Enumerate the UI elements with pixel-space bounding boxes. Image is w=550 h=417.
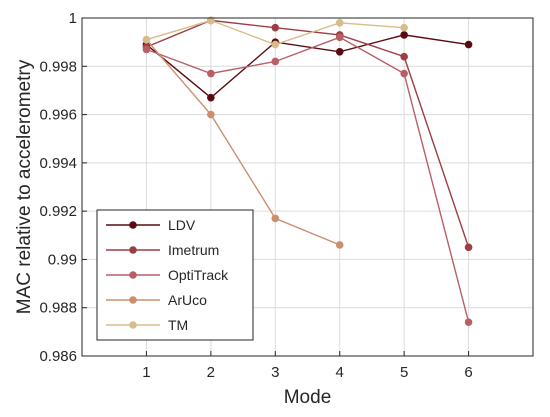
x-tick-labels: 1 2 3 4 5 6	[142, 364, 472, 381]
data-point	[207, 110, 215, 119]
legend-marker	[129, 321, 137, 329]
data-point	[271, 57, 280, 66]
data-point	[142, 35, 151, 44]
data-point	[400, 52, 408, 61]
data-point	[271, 23, 280, 32]
y-tick-label: 0.99	[48, 251, 77, 268]
data-point	[335, 19, 344, 27]
y-tick-label: 0.992	[39, 203, 77, 220]
data-point	[271, 214, 280, 223]
data-point	[335, 33, 344, 42]
data-point	[400, 69, 408, 78]
x-tick-label: 1	[142, 364, 150, 381]
legend: LDV Imetrum OptiTrack ArUco TM	[96, 209, 254, 341]
data-point	[271, 40, 280, 49]
legend-label: ArUco	[168, 292, 207, 308]
y-tick-label: 1	[69, 10, 77, 27]
data-point	[207, 93, 215, 102]
series-line	[145, 39, 340, 246]
legend-label: TM	[168, 317, 188, 333]
data-point	[400, 31, 408, 39]
data-point	[464, 318, 473, 327]
data-point	[335, 241, 344, 249]
y-tick-label: 0.988	[39, 300, 77, 317]
data-point	[207, 16, 215, 25]
series-optitrack	[142, 33, 473, 327]
data-point	[142, 45, 151, 54]
data-point	[207, 69, 215, 78]
x-tick-label: 4	[336, 364, 344, 381]
data-point	[400, 23, 408, 32]
y-tick-label: 0.986	[39, 348, 77, 365]
y-tick-label: 0.998	[39, 58, 77, 75]
series-line	[146, 19, 470, 248]
y-tick-label: 0.994	[39, 155, 77, 172]
x-tick-label: 2	[207, 364, 215, 381]
series-tm	[142, 16, 408, 49]
data-point	[335, 48, 344, 56]
series-layer	[142, 16, 473, 327]
y-tick-labels: 0.986 0.988 0.99 0.992 0.994 0.996 0.998 1	[39, 10, 77, 365]
y-axis-label: MAC relative to accelerometry	[14, 59, 35, 314]
series-line	[145, 34, 469, 99]
legend-marker	[129, 296, 137, 304]
plot-frame	[81, 17, 534, 357]
legend-marker	[129, 246, 137, 254]
series-line	[146, 36, 470, 323]
x-tick-label: 6	[464, 364, 472, 381]
legend-label: Imetrum	[168, 242, 219, 258]
x-tick-label: 5	[400, 364, 408, 381]
data-point	[464, 243, 473, 252]
y-tick-label: 0.996	[39, 107, 77, 124]
legend-marker	[129, 221, 137, 229]
legend-marker	[129, 271, 137, 279]
x-tick-label: 3	[271, 364, 279, 381]
legend-label: OptiTrack	[168, 267, 229, 283]
data-point	[464, 40, 473, 49]
legend-label: LDV	[168, 217, 196, 233]
x-axis-label: Mode	[284, 387, 332, 408]
